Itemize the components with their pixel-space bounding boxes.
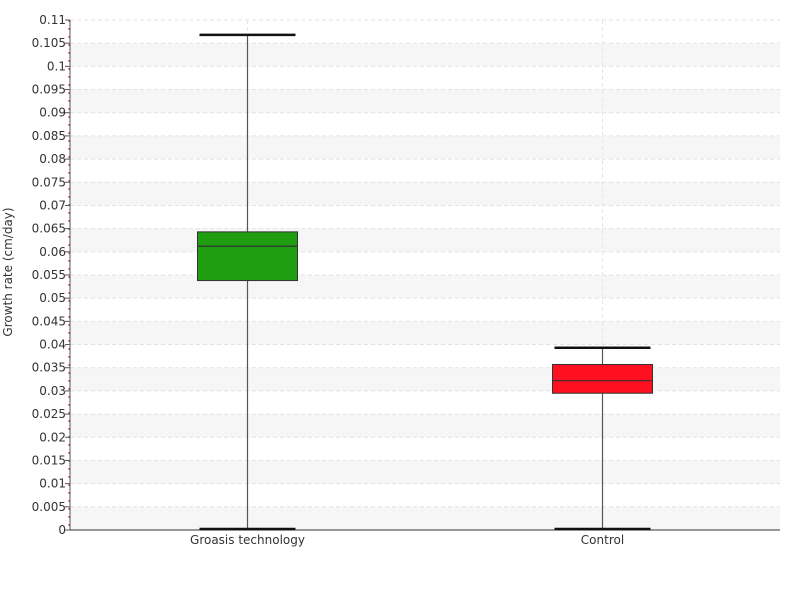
- y-tick-label: 0.065: [32, 222, 66, 236]
- y-tick-label: 0.055: [32, 268, 66, 282]
- grid-band: [70, 228, 780, 252]
- y-tick-label: 0.095: [32, 83, 66, 97]
- grid-band: [70, 275, 780, 299]
- box-iqr: [197, 231, 298, 282]
- y-tick-label: 0.085: [32, 129, 66, 143]
- y-tick-label: 0.08: [39, 152, 66, 166]
- y-tick-label: 0.04: [39, 338, 66, 352]
- y-tick-label: 0.11: [39, 13, 66, 27]
- y-axis-label: Growth rate (cm/day): [1, 207, 15, 337]
- y-tick-label: 0.03: [39, 384, 66, 398]
- y-tick-label: 0.09: [39, 106, 66, 120]
- y-tick-label: 0.015: [32, 453, 66, 467]
- y-tick-label: 0.005: [32, 500, 66, 514]
- y-tick-label: 0.025: [32, 407, 66, 421]
- y-tick-label: 0.035: [32, 361, 66, 375]
- y-tick-label: 0.06: [39, 245, 66, 259]
- grid-band: [70, 506, 780, 530]
- y-tick-label: 0.07: [39, 198, 66, 212]
- y-tick-label: 0.045: [32, 314, 66, 328]
- y-tick-label: 0.05: [39, 291, 66, 305]
- grid-band: [70, 182, 780, 206]
- box-iqr: [552, 363, 653, 394]
- grid-band: [70, 43, 780, 67]
- y-tick-label: 0.1: [47, 59, 66, 73]
- x-tick-label: Control: [581, 533, 624, 547]
- grid-band: [70, 89, 780, 113]
- grid-band: [70, 135, 780, 160]
- grid-band: [70, 367, 780, 391]
- y-tick-label: 0: [58, 523, 66, 537]
- y-tick-label: 0.01: [39, 477, 66, 491]
- y-tick-label: 0.02: [39, 430, 66, 444]
- x-tick-label: Groasis technology: [190, 533, 305, 547]
- y-tick-label: 0.075: [32, 175, 66, 189]
- grid-band: [70, 321, 780, 345]
- grid-band: [70, 414, 780, 438]
- y-tick-label: 0.105: [32, 36, 66, 50]
- grid-band: [70, 460, 780, 484]
